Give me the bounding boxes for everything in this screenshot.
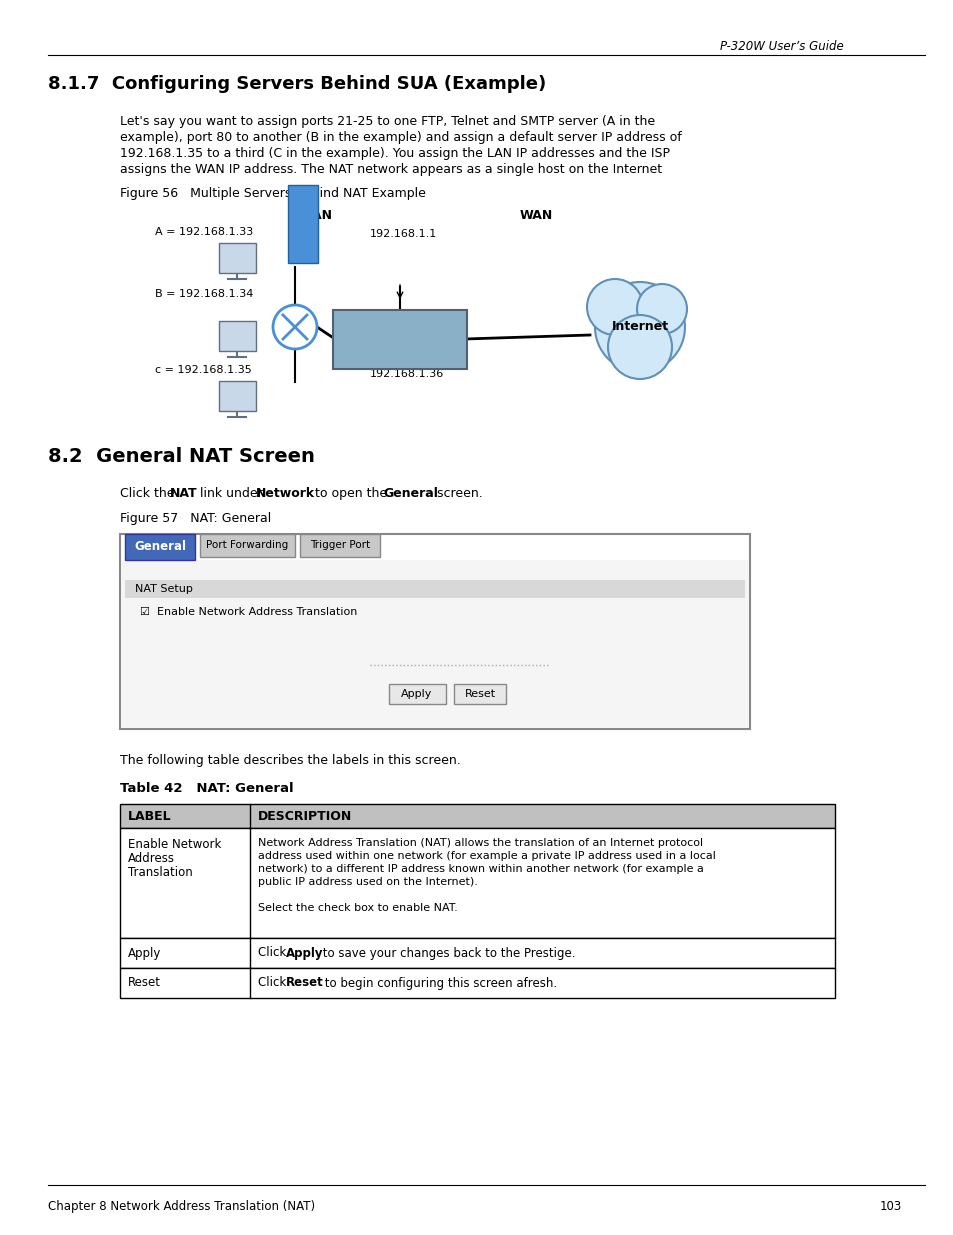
Text: Trigger Port: Trigger Port [310,541,370,551]
Text: Address: Address [128,852,174,864]
Text: network) to a different IP address known within another network (for example a: network) to a different IP address known… [257,864,703,874]
Text: 192.168.1.35 to a third (C in the example). You assign the LAN IP addresses and : 192.168.1.35 to a third (C in the exampl… [120,147,669,161]
Text: A = 192.168.1.33: A = 192.168.1.33 [154,227,253,237]
FancyBboxPatch shape [454,684,505,704]
Text: Reset: Reset [286,977,323,989]
Text: P-320W User’s Guide: P-320W User’s Guide [720,40,842,53]
Text: WAN: WAN [519,209,553,222]
Text: Click: Click [257,946,290,960]
Text: 103: 103 [879,1200,902,1213]
Text: General: General [133,541,186,553]
FancyBboxPatch shape [200,534,294,557]
FancyBboxPatch shape [288,185,317,263]
Text: to save your changes back to the Prestige.: to save your changes back to the Prestig… [318,946,575,960]
Circle shape [637,284,686,333]
FancyBboxPatch shape [219,321,255,351]
Circle shape [586,279,642,335]
Text: DESCRIPTION: DESCRIPTION [257,809,352,823]
Text: Table 42   NAT: General: Table 42 NAT: General [120,782,294,795]
Text: Select the check box to enable NAT.: Select the check box to enable NAT. [257,903,457,913]
Text: ☑  Enable Network Address Translation: ☑ Enable Network Address Translation [140,606,357,618]
FancyBboxPatch shape [120,804,834,827]
Circle shape [595,282,684,372]
Text: LABEL: LABEL [128,809,172,823]
Text: Figure 56   Multiple Servers Behind NAT Example: Figure 56 Multiple Servers Behind NAT Ex… [120,186,425,200]
Text: Chapter 8 Network Address Translation (NAT): Chapter 8 Network Address Translation (N… [48,1200,314,1213]
Text: link under: link under [195,487,267,500]
Text: 8.2  General NAT Screen: 8.2 General NAT Screen [48,447,314,466]
Text: Apply: Apply [128,946,161,960]
Text: B = 192.168.1.34: B = 192.168.1.34 [154,289,253,299]
FancyBboxPatch shape [219,382,255,411]
Text: public IP address used on the Internet).: public IP address used on the Internet). [257,877,477,887]
FancyBboxPatch shape [389,684,446,704]
Text: c = 192.168.1.35: c = 192.168.1.35 [154,366,252,375]
Text: example), port 80 to another (B in the example) and assign a default server IP a: example), port 80 to another (B in the e… [120,131,681,144]
Circle shape [607,315,671,379]
FancyBboxPatch shape [120,968,834,998]
Circle shape [273,305,316,350]
FancyBboxPatch shape [120,534,749,729]
Text: to open the: to open the [311,487,391,500]
FancyBboxPatch shape [125,534,194,559]
Text: Reset: Reset [128,977,161,989]
Text: Internet: Internet [611,321,668,333]
Text: Click the: Click the [120,487,178,500]
Text: 192.168.1.1: 192.168.1.1 [370,228,436,240]
Text: to begin configuring this screen afresh.: to begin configuring this screen afresh. [320,977,557,989]
Text: 8.1.7  Configuring Servers Behind SUA (Example): 8.1.7 Configuring Servers Behind SUA (Ex… [48,75,546,93]
Text: Network: Network [255,487,314,500]
FancyBboxPatch shape [219,243,255,273]
FancyBboxPatch shape [125,580,744,598]
Text: Apply: Apply [286,946,323,960]
Text: NAT: NAT [170,487,197,500]
Text: screen.: screen. [433,487,482,500]
FancyBboxPatch shape [333,310,467,369]
Text: Network Address Translation (NAT) allows the translation of an Internet protocol: Network Address Translation (NAT) allows… [257,839,702,848]
FancyBboxPatch shape [120,939,834,968]
Text: Let's say you want to assign ports 21-25 to one FTP, Telnet and SMTP server (A i: Let's say you want to assign ports 21-25… [120,115,655,128]
Text: Enable Network: Enable Network [128,839,221,851]
FancyBboxPatch shape [299,534,379,557]
Text: NAT Setup: NAT Setup [135,584,193,594]
Text: Reset: Reset [464,689,495,699]
Text: Port Forwarding: Port Forwarding [206,541,288,551]
Text: Translation: Translation [128,866,193,879]
Text: Figure 57   NAT: General: Figure 57 NAT: General [120,513,271,525]
Text: address used within one network (for example a private IP address used in a loca: address used within one network (for exa… [257,851,715,861]
FancyBboxPatch shape [120,827,834,939]
Text: 192.168.1.36: 192.168.1.36 [370,369,444,379]
Text: General: General [382,487,437,500]
Text: Apply: Apply [401,689,433,699]
Text: assigns the WAN IP address. The NAT network appears as a single host on the Inte: assigns the WAN IP address. The NAT netw… [120,163,661,177]
Text: Click: Click [257,977,290,989]
Text: LAN: LAN [305,209,333,222]
Text: The following table describes the labels in this screen.: The following table describes the labels… [120,755,460,767]
FancyBboxPatch shape [121,559,748,727]
